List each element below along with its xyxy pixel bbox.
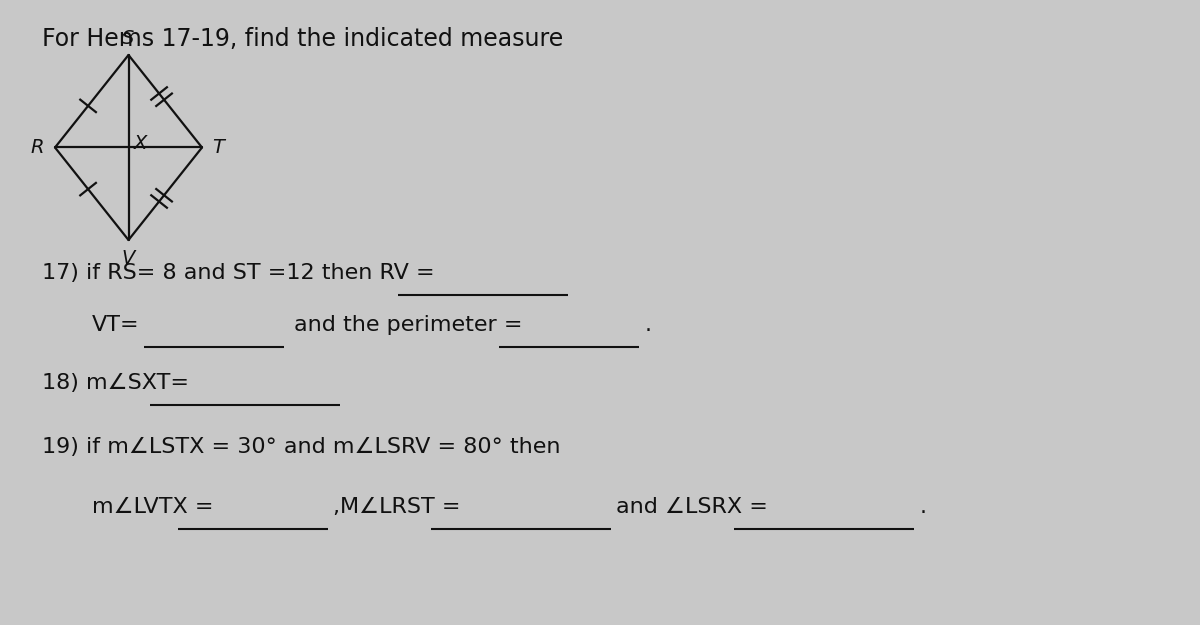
Text: For Hems 17-19, find the indicated measure: For Hems 17-19, find the indicated measu… <box>42 27 563 51</box>
Text: .: . <box>919 497 926 517</box>
Text: 17) if RS= 8 and ST =12 then RV =: 17) if RS= 8 and ST =12 then RV = <box>42 263 434 283</box>
Text: ,M∠LRST =: ,M∠LRST = <box>334 497 461 517</box>
Text: S: S <box>122 29 134 48</box>
Text: VT=: VT= <box>92 315 139 335</box>
Text: m∠LVTX =: m∠LVTX = <box>92 497 214 517</box>
Text: R: R <box>30 138 43 157</box>
Text: .: . <box>644 315 652 335</box>
Text: X: X <box>134 134 148 153</box>
Text: V: V <box>122 249 136 269</box>
Text: 18) m∠SXT=: 18) m∠SXT= <box>42 373 190 393</box>
Text: and ∠LSRX =: and ∠LSRX = <box>616 497 768 517</box>
Text: and the perimeter =: and the perimeter = <box>294 315 522 335</box>
Text: T: T <box>212 138 224 157</box>
Text: 19) if m∠LSTX = 30° and m∠LSRV = 80° then: 19) if m∠LSTX = 30° and m∠LSRV = 80° the… <box>42 437 560 457</box>
